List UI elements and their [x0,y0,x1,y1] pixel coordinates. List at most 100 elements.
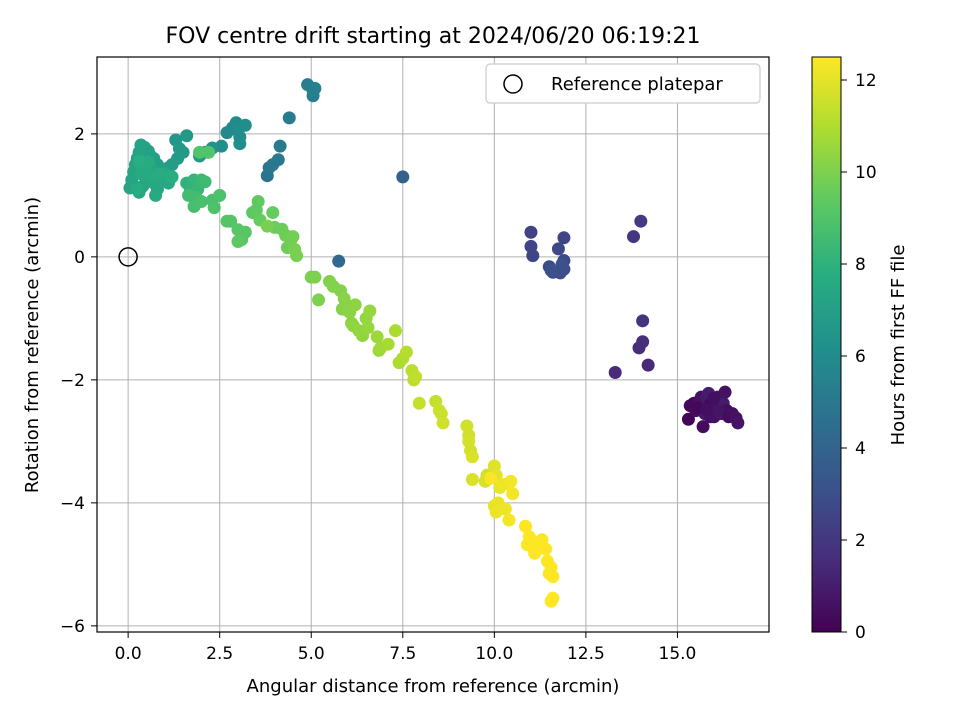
data-point [194,195,208,209]
data-point [636,314,650,328]
data-point [149,188,163,202]
data-point [465,450,479,464]
colorbar-gradient [811,56,842,633]
x-tick-label: 7.5 [389,644,416,664]
data-point [518,519,532,533]
data-point [132,155,146,169]
colorbar-tick-label: 4 [855,439,866,459]
data-point [641,358,655,372]
chart-title: FOV centre drift starting at 2024/06/20 … [166,24,701,49]
data-point [260,219,274,233]
data-point [636,335,650,349]
data-point [634,214,648,228]
data-point [711,404,725,418]
legend-box [485,63,761,104]
data-point [363,304,377,318]
data-point [696,420,710,434]
data-point [361,321,375,335]
data-point [546,570,560,584]
data-point [484,471,498,485]
data-point [348,298,362,312]
grid-lines [97,57,769,632]
data-point [306,84,320,98]
data-point [207,201,221,215]
data-point [436,416,450,430]
colorbar-ticks: 0 2 4 6 8 10 12 [841,71,877,643]
x-tick-label: 2.5 [206,644,233,664]
data-point [388,324,402,338]
y-tick-label: 2 [74,125,85,145]
data-point [504,474,518,488]
data-point [308,270,322,284]
data-point [130,182,144,196]
data-point [337,292,351,306]
x-axis-ticks: 0.0 2.5 5.0 7.5 10.0 12.5 15.0 [115,632,696,664]
colorbar-label: Hours from first FF file [888,245,909,446]
data-point [681,412,695,426]
data-point [557,231,571,245]
colorbar: 0 2 4 6 8 10 12 Hours from first FF file [811,56,909,643]
y-tick-label: −2 [60,371,85,391]
data-point [498,502,512,516]
data-point [381,337,395,351]
x-axis-label: Angular distance from reference (arcmin) [247,676,620,697]
x-tick-label: 0.0 [115,644,142,664]
colorbar-tick-label: 8 [855,255,866,275]
data-point [412,396,426,410]
data-point [266,206,280,220]
legend-label: Reference platepar [551,74,723,95]
data-point [165,170,179,184]
data-point [409,370,423,384]
legend-hollow-circle-marker [503,74,523,94]
plot-frame [96,56,770,633]
data-point [141,155,155,169]
data-point [551,242,565,256]
data-points [123,78,745,608]
data-point [180,129,194,143]
data-point [370,330,384,344]
y-axis-ticks: −6 −4 −2 0 2 [60,125,97,637]
data-point [233,137,247,151]
data-point [396,170,410,184]
y-tick-label: 0 [74,248,85,268]
data-point [539,542,553,556]
y-axis-label: Rotation from reference (arcmin) [22,197,43,493]
x-tick-label: 5.0 [298,644,325,664]
data-point [332,254,346,268]
data-point [399,345,413,359]
data-point [273,139,287,153]
data-point [224,214,238,228]
colorbar-tick-label: 10 [855,163,877,183]
data-point [465,472,479,486]
data-point [502,513,516,527]
data-point [608,365,622,379]
data-point [251,195,265,209]
data-point [193,145,207,159]
colorbar-tick-label: 12 [855,71,877,91]
reference-platepar-marker [118,247,138,267]
data-point [213,188,227,202]
data-point [282,111,296,125]
data-point [231,234,245,248]
data-point [528,546,542,560]
legend: Reference platepar [485,63,761,104]
x-tick-label: 12.5 [567,644,605,664]
data-point [546,591,560,605]
x-tick-label: 10.0 [475,644,513,664]
data-point [202,145,216,159]
data-point [524,225,538,239]
data-point [718,385,732,399]
data-point [700,402,714,416]
data-point [152,167,166,181]
data-point [627,230,641,244]
colorbar-tick-label: 0 [855,623,866,643]
y-tick-label: −6 [60,617,85,637]
data-point [238,118,252,132]
data-point [290,249,304,263]
data-point [544,263,558,277]
data-point [198,175,212,189]
data-point [555,257,569,271]
data-point [522,530,536,544]
